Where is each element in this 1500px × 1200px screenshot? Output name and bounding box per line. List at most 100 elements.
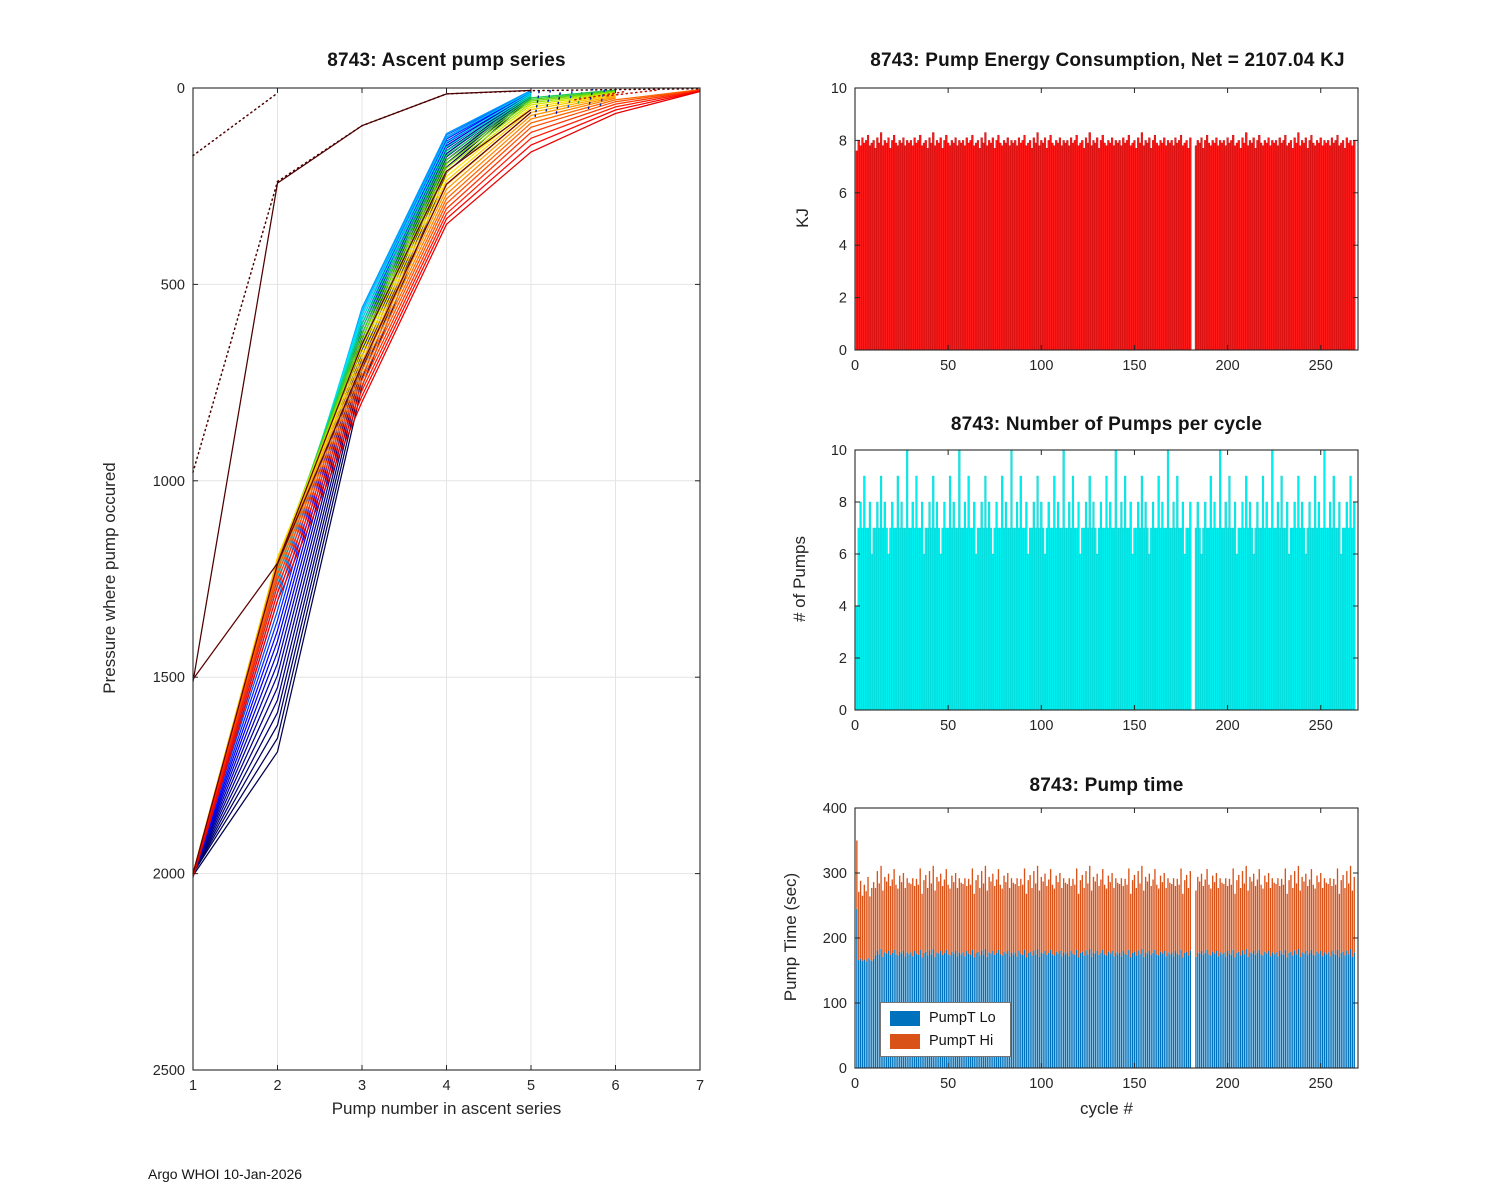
bar-lo <box>1269 956 1272 1068</box>
bar <box>1267 527 1270 711</box>
bar <box>1260 142 1263 351</box>
bar-lo <box>1156 954 1158 1068</box>
bar <box>1297 132 1300 351</box>
bar <box>1228 142 1231 351</box>
bar-hi <box>962 884 964 953</box>
bar-hi <box>1353 876 1355 953</box>
bar <box>1034 527 1037 711</box>
bar-lo <box>859 958 862 1068</box>
bar-hi <box>1202 886 1205 955</box>
bar-hi <box>1292 887 1294 956</box>
bar-lo <box>1169 954 1171 1068</box>
bar-hi <box>908 882 910 955</box>
bar-hi <box>1325 882 1328 955</box>
bar-hi <box>906 878 908 953</box>
pump-series-line <box>192 92 616 874</box>
bar <box>1157 145 1160 351</box>
bar <box>1226 527 1229 711</box>
bar <box>965 527 968 711</box>
bar <box>1194 145 1197 351</box>
bar-lo <box>1122 951 1124 1068</box>
bar <box>1293 137 1296 351</box>
bar-hi <box>1156 884 1158 955</box>
bar <box>1189 501 1192 711</box>
bar-hi <box>1336 868 1339 950</box>
bar <box>855 150 858 351</box>
bar <box>1021 140 1024 351</box>
pump-series-line <box>192 94 532 874</box>
pump-series-line <box>192 95 616 874</box>
bar <box>906 140 909 351</box>
bar-hi <box>1286 893 1288 958</box>
pumps-plot-title: 8743: Number of Pumps per cycle <box>950 414 1263 435</box>
svg-text:6: 6 <box>611 1078 619 1094</box>
bar <box>934 145 937 351</box>
bar-hi <box>867 876 869 959</box>
bar-lo <box>1228 953 1231 1068</box>
bar <box>1112 527 1116 711</box>
bar <box>919 134 922 351</box>
bar-lo <box>1282 954 1285 1068</box>
bar <box>861 527 864 711</box>
svg-text:4: 4 <box>442 1078 450 1094</box>
ascent-pump-series-plot: 1 2 3 4 5 6 7 0 500 1000 1500 2000 2500 <box>153 81 704 1094</box>
bar <box>956 145 959 351</box>
bar-hi <box>1318 882 1320 954</box>
bar <box>967 142 970 351</box>
bar-lo <box>874 955 877 1068</box>
bar-lo <box>1264 951 1266 1068</box>
bar-hi <box>1072 878 1074 954</box>
bar <box>1194 527 1197 711</box>
bar <box>1120 501 1123 711</box>
bar-lo <box>1172 956 1175 1068</box>
bar-lo <box>867 958 869 1068</box>
svg-text:2500: 2500 <box>153 1063 185 1079</box>
bar-hi <box>893 869 895 950</box>
bar-lo <box>1074 954 1076 1068</box>
bar <box>1168 142 1171 351</box>
pump-series-line <box>192 89 616 874</box>
bar-lo <box>1338 957 1341 1068</box>
legend-label-lo: PumpT Lo <box>929 1010 996 1026</box>
bar <box>1118 140 1121 351</box>
bar <box>865 527 868 711</box>
bar-hi <box>977 874 979 952</box>
bar-lo <box>1133 951 1136 1068</box>
bar <box>1327 140 1330 351</box>
bar-lo <box>1027 952 1029 1068</box>
bar <box>872 140 875 351</box>
ascent-y-axis-label: Pressure where pump occured <box>100 462 119 694</box>
svg-text:4: 4 <box>839 599 847 615</box>
bar-lo <box>1165 956 1167 1068</box>
bar <box>1045 527 1048 711</box>
bar <box>1349 140 1352 351</box>
bar <box>1150 527 1153 711</box>
bar <box>995 140 998 351</box>
bar <box>1075 527 1078 711</box>
bar-hi <box>1174 886 1177 951</box>
bar <box>1334 527 1337 711</box>
pump-series-line <box>192 93 616 874</box>
bar-hi <box>900 882 903 954</box>
bar <box>1071 475 1075 711</box>
bar <box>1325 527 1328 711</box>
bar <box>1317 501 1320 711</box>
bar-hi <box>1109 882 1111 954</box>
pump-energy-plot: 0 50 100 150 200 250 0 2 4 6 8 10 <box>831 81 1359 374</box>
bar <box>917 140 920 351</box>
bar <box>1017 137 1021 351</box>
bar-lo <box>1083 955 1085 1068</box>
bar <box>1336 527 1339 711</box>
bar <box>1008 527 1011 711</box>
bar-hi <box>1290 874 1292 952</box>
bar <box>1248 501 1252 711</box>
bar <box>934 527 937 711</box>
bar-hi <box>938 881 940 954</box>
bar <box>1269 145 1272 351</box>
bar <box>917 527 920 711</box>
bar <box>1042 527 1045 711</box>
svg-text:1000: 1000 <box>153 474 185 490</box>
bar <box>1125 140 1129 351</box>
bar-lo <box>1236 952 1238 1068</box>
bar <box>876 501 879 711</box>
